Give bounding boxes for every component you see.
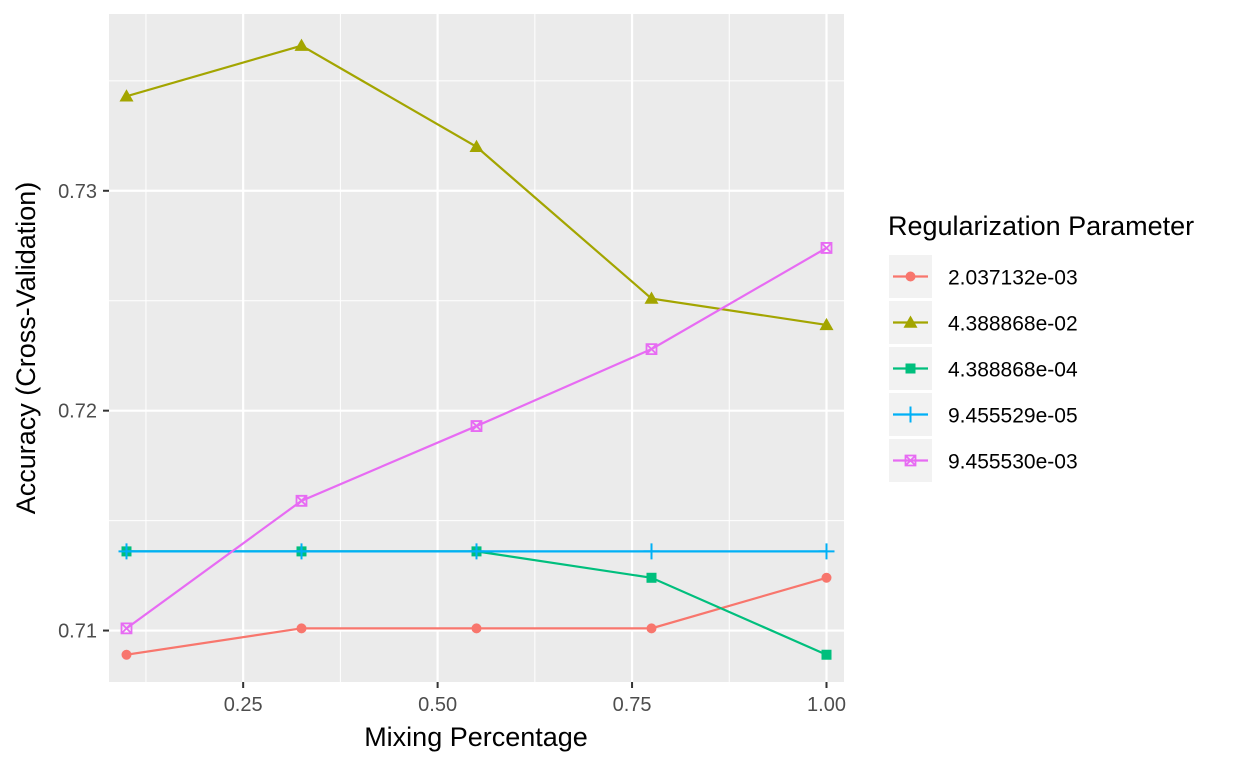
series-point [119,89,134,102]
series-point [468,543,485,560]
legend-item: 4.388868e-04 [889,347,1078,390]
series-point [293,543,310,560]
legend-item: 4.388868e-02 [889,301,1078,344]
series-point [821,572,832,583]
legend-title: Regularization Parameter [888,211,1194,241]
series-point [819,317,834,331]
series-point [470,420,483,432]
series-point [296,623,307,634]
y-tick-label: 0.73 [58,181,97,203]
x-tick-label: 0.50 [418,694,457,716]
y-tick-label: 0.71 [58,621,97,643]
series-point [645,343,658,355]
series-2.037132e-03 [121,572,832,660]
y-axis-title: Accuracy (Cross-Validation) [11,182,41,515]
series-4.388868e-02 [119,38,834,331]
series-point [818,543,835,560]
series-point [821,649,832,660]
legend-key-marker [904,454,917,467]
legend-label: 9.455529e-05 [948,405,1078,428]
series-9.455530e-03 [120,242,833,635]
plot-panel [109,14,844,682]
grid [109,14,844,682]
legend-key-marker [905,363,916,374]
series-point [295,494,308,507]
series-point [820,242,833,254]
legend-label: 2.037132e-03 [948,267,1078,290]
series-point [644,291,659,304]
x-tick-label: 0.25 [224,694,263,716]
series-point [646,623,657,634]
series-point [471,623,482,634]
legend-label: 9.455530e-03 [948,451,1078,474]
legend-item: 9.455529e-05 [889,393,1078,436]
series-point [469,139,484,153]
series-point [646,572,657,583]
legend: Regularization Parameter 2.037132e-03 4.3… [888,211,1194,482]
axes: 0.25 0.50 0.75 1.00 0.71 0.72 0.73 [58,181,846,716]
legend-key-marker [903,315,918,328]
series-point [120,622,133,635]
legend-item: 9.455530e-03 [889,439,1078,482]
series-layer [118,38,835,660]
series-9.455529e-05 [118,543,835,560]
series-point [118,543,135,560]
legend-label: 4.388868e-02 [948,313,1078,336]
y-tick-label: 0.72 [58,401,97,423]
legend-key-marker [905,271,916,282]
series-point [121,649,132,660]
x-tick-label: 0.75 [613,694,652,716]
series-point [643,543,660,560]
x-axis-title: Mixing Percentage [364,722,588,752]
legend-key-marker [902,406,919,423]
legend-label: 4.388868e-04 [948,359,1078,382]
x-tick-label: 1.00 [807,694,846,716]
legend-item: 2.037132e-03 [889,255,1078,298]
series-point [294,38,309,51]
